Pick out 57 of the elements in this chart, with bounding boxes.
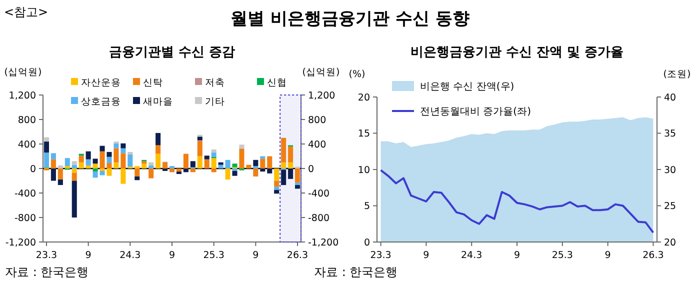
y-tick-label: 1,200 bbox=[8, 90, 36, 102]
y-tick-label: 5 bbox=[364, 201, 370, 212]
text: 자료 : 한국은행 bbox=[5, 265, 89, 279]
legend-label: 상호금융 bbox=[81, 96, 121, 108]
y2-axis-title: (십억원) bbox=[302, 67, 340, 78]
x-tick-label: 26.3 bbox=[286, 250, 308, 261]
text: 월별 비은행금융기관 수신 동향 bbox=[230, 9, 470, 29]
y2-tick-label: -800 bbox=[308, 212, 330, 224]
y-tick-label: 800 bbox=[18, 114, 36, 126]
legend-label: 새마을 bbox=[143, 96, 173, 108]
y2-tick-label: 20 bbox=[664, 237, 676, 248]
y-tick-label: 0 bbox=[364, 237, 370, 248]
y2-tick-label: -1,200 bbox=[308, 237, 339, 248]
y2-tick-label: 25 bbox=[664, 201, 676, 212]
x-tick-label: 23.3 bbox=[36, 250, 58, 261]
y-tick-label: -800 bbox=[14, 212, 36, 224]
x-tick-label: 25.3 bbox=[203, 250, 224, 261]
legend-label: 비은행 수신 잔액(우) bbox=[420, 82, 514, 92]
x-tick-label: 9 bbox=[252, 250, 259, 261]
legend-label: 기타 bbox=[205, 96, 225, 108]
y-tick-label: -400 bbox=[14, 188, 36, 200]
legend-label: 저축 bbox=[205, 77, 225, 88]
y2-tick-label: 0 bbox=[308, 164, 314, 175]
y-tick-label: -1,200 bbox=[5, 237, 36, 248]
y-tick-label: 0 bbox=[30, 164, 36, 175]
x-tick-label: 24.3 bbox=[120, 250, 141, 261]
y-tick-label: 15 bbox=[358, 128, 370, 140]
y2-axis-title: (조원) bbox=[663, 69, 691, 80]
x-tick-label: 9 bbox=[423, 250, 430, 261]
x-tick-label: 26.3 bbox=[642, 250, 664, 261]
y-tick-label: 10 bbox=[358, 164, 370, 176]
x-tick-label: 25.3 bbox=[552, 250, 573, 261]
y-axis-title: (십억원) bbox=[4, 67, 42, 78]
y-tick-label: 400 bbox=[18, 139, 36, 150]
y2-tick-label: -400 bbox=[308, 188, 330, 200]
y2-tick-label: 800 bbox=[308, 114, 326, 126]
text: 자료 : 한국은행 bbox=[314, 265, 398, 279]
x-tick-label: 24.3 bbox=[461, 250, 482, 261]
legend-label: 신협 bbox=[267, 77, 287, 88]
x-tick-label: 9 bbox=[604, 250, 611, 261]
y2-tick-label: 35 bbox=[664, 128, 676, 140]
legend-label: 자산운용 bbox=[81, 77, 121, 88]
x-tick-label: 9 bbox=[168, 250, 176, 261]
y2-tick-label: 400 bbox=[308, 139, 326, 150]
y2-tick-label: 30 bbox=[664, 164, 676, 176]
x-tick-label: 9 bbox=[514, 250, 520, 261]
chart-title: 비은행금융기관 수신 잔액 및 증가율 bbox=[410, 45, 624, 60]
y-tick-label: 20 bbox=[358, 92, 370, 104]
text: <참고> bbox=[4, 5, 48, 19]
chart-subtitle: 금융기관별 수신 증감 bbox=[108, 45, 236, 60]
y2-tick-label: 40 bbox=[664, 92, 676, 104]
y2-tick-label: 1,200 bbox=[308, 90, 336, 102]
legend-label: 신탁 bbox=[143, 77, 163, 88]
y-axis-title: (%) bbox=[348, 69, 366, 80]
x-tick-label: 9 bbox=[85, 250, 92, 261]
x-tick-label: 23.3 bbox=[370, 250, 392, 261]
legend-label: 전년동월대비 증가율(좌) bbox=[420, 106, 532, 118]
